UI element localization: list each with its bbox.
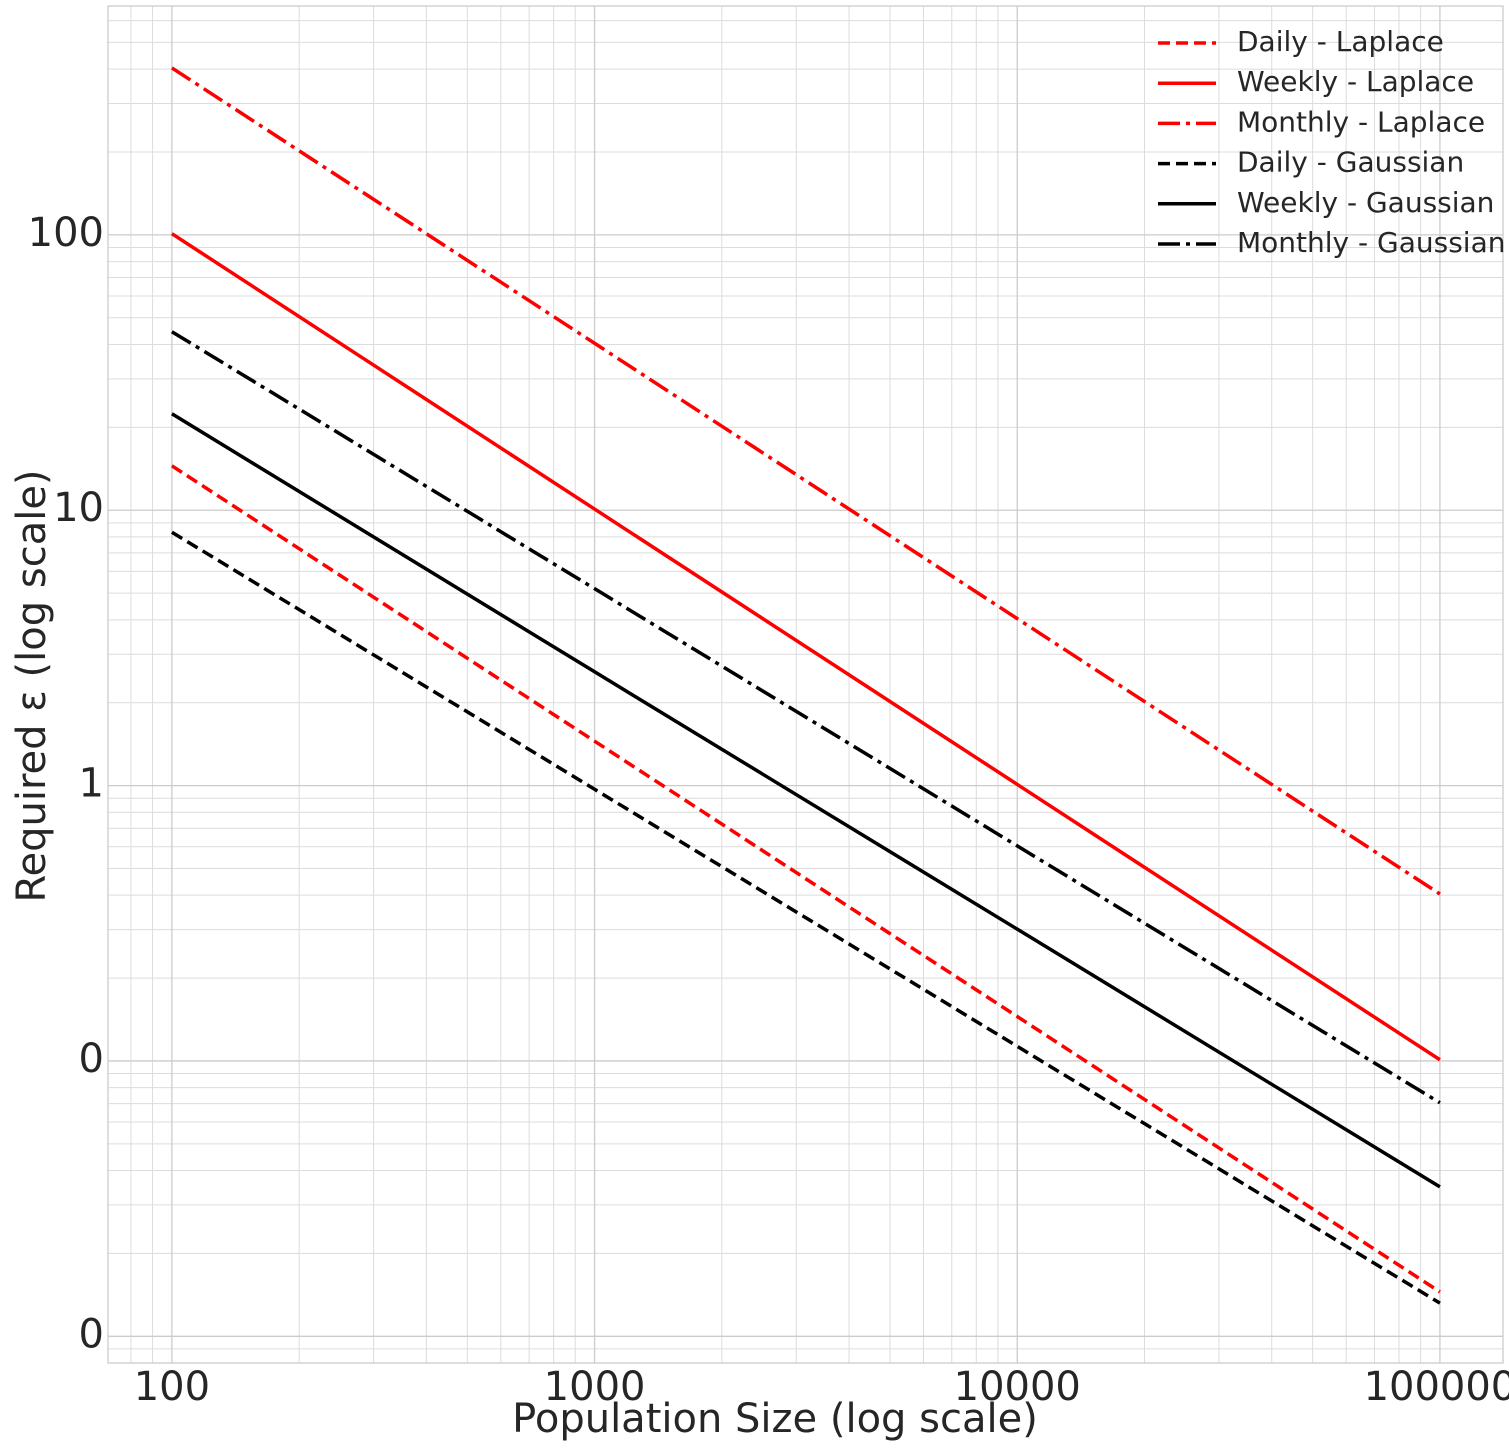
y-tick-label: 10 bbox=[53, 485, 104, 531]
series-line bbox=[170, 330, 1441, 1105]
x-tick-label: 1000 bbox=[544, 1364, 646, 1410]
x-axis-label: Population Size (log scale) bbox=[512, 1396, 1038, 1442]
series-line bbox=[170, 412, 1441, 1189]
legend-label: Monthly - Gaussian bbox=[1237, 226, 1505, 259]
y-tick-label: 0 bbox=[79, 1311, 104, 1357]
y-tick-label: 0 bbox=[79, 1036, 104, 1082]
series-line bbox=[170, 464, 1441, 1294]
x-tick-label: 100000 bbox=[1364, 1364, 1509, 1410]
legend-label: Weekly - Gaussian bbox=[1237, 186, 1494, 219]
series-line bbox=[170, 66, 1441, 896]
series-line bbox=[170, 530, 1441, 1305]
y-axis-label: Required ε (log scale) bbox=[9, 469, 55, 902]
legend-label: Weekly - Laplace bbox=[1237, 65, 1474, 98]
series-line bbox=[170, 232, 1441, 1062]
y-tick-label: 1 bbox=[79, 761, 104, 807]
x-tick-label: 10000 bbox=[954, 1364, 1081, 1410]
plot-frame bbox=[107, 5, 1504, 1364]
y-tick-label: 100 bbox=[28, 210, 104, 256]
legend-label: Daily - Laplace bbox=[1237, 25, 1444, 58]
x-tick-label: 100 bbox=[134, 1364, 210, 1410]
legend-label: Daily - Gaussian bbox=[1237, 146, 1464, 179]
legend-label: Monthly - Laplace bbox=[1237, 105, 1485, 138]
